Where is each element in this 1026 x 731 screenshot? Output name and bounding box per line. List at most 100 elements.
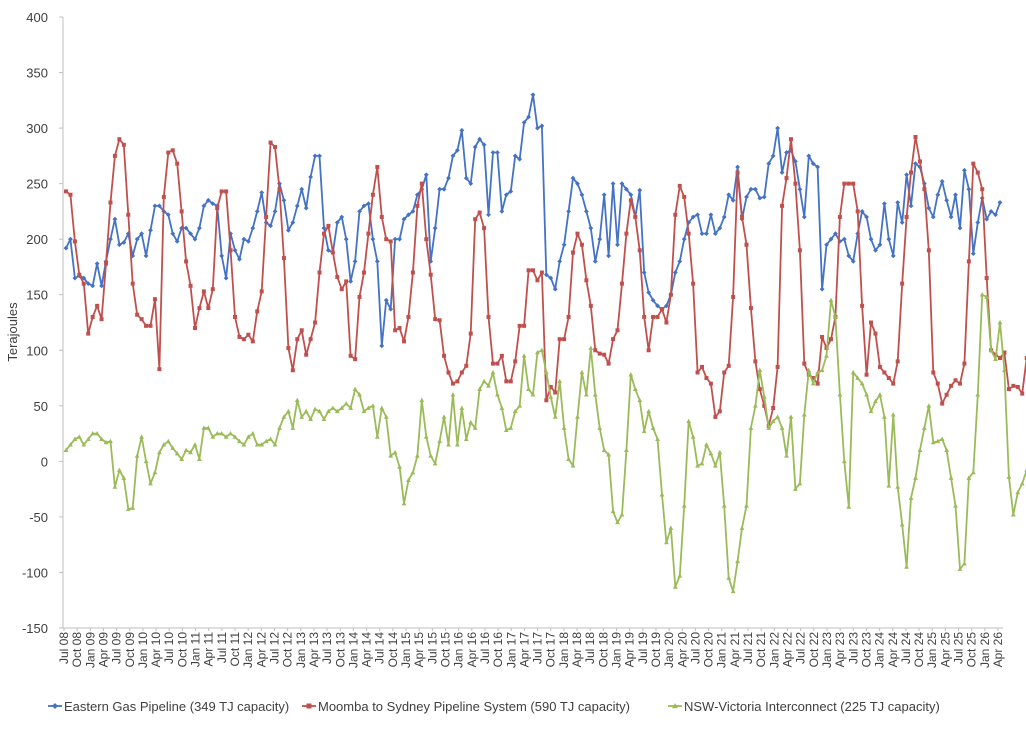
data-point xyxy=(949,383,954,388)
legend-marker xyxy=(672,703,678,709)
data-point xyxy=(299,328,304,333)
data-point xyxy=(735,558,740,564)
data-point xyxy=(308,174,314,180)
data-point xyxy=(619,512,625,517)
data-point xyxy=(775,414,781,419)
y-tick-label: 350 xyxy=(26,66,48,81)
data-point xyxy=(375,164,380,169)
x-tick-label: Jul 17 xyxy=(531,632,545,664)
data-point xyxy=(801,412,807,417)
data-point xyxy=(428,453,434,458)
data-point xyxy=(895,200,901,205)
data-point xyxy=(717,449,723,455)
x-tick-label: Jul 24 xyxy=(899,632,913,664)
data-point xyxy=(628,192,634,198)
x-tick-label: Jul 16 xyxy=(478,632,492,664)
data-point xyxy=(637,187,643,193)
x-tick-label: Jan 20 xyxy=(662,632,676,668)
y-tick-label: 400 xyxy=(26,10,48,25)
data-point xyxy=(81,442,87,447)
data-point xyxy=(219,430,225,436)
data-point xyxy=(806,367,812,373)
data-point xyxy=(210,201,216,207)
x-tick-label: Jan 21 xyxy=(715,632,729,668)
data-point xyxy=(980,187,985,192)
x-tick-label: Jan 14 xyxy=(346,632,360,668)
data-point xyxy=(535,125,540,131)
data-point xyxy=(152,469,158,475)
data-point xyxy=(735,164,740,170)
data-point xyxy=(423,434,429,439)
data-point xyxy=(539,270,544,275)
data-point xyxy=(806,153,812,159)
y-tick-label: -100 xyxy=(22,565,48,580)
data-point xyxy=(744,503,749,508)
data-point xyxy=(864,214,869,220)
data-point xyxy=(348,405,354,410)
x-tick-label: Oct 09 xyxy=(123,632,137,668)
data-point xyxy=(201,289,206,294)
data-point xyxy=(882,370,887,375)
data-point xyxy=(632,386,638,391)
data-point xyxy=(121,142,126,147)
data-point xyxy=(125,231,131,237)
x-tick-label: Jul 11 xyxy=(215,632,229,663)
data-point xyxy=(99,283,104,289)
data-point xyxy=(174,239,180,244)
data-point xyxy=(797,248,802,253)
data-point xyxy=(597,425,603,430)
data-point xyxy=(779,170,785,175)
data-point xyxy=(539,123,545,129)
data-point xyxy=(330,405,336,410)
data-point xyxy=(1024,356,1026,361)
data-point xyxy=(828,337,833,342)
data-point xyxy=(406,212,411,218)
data-point xyxy=(112,484,118,489)
data-point xyxy=(450,392,456,397)
x-tick-label: Jan 11 xyxy=(189,632,203,667)
x-tick-label: Apr 15 xyxy=(412,632,426,668)
data-point xyxy=(659,492,665,497)
x-tick-label: Apr 26 xyxy=(991,632,1005,668)
data-point xyxy=(895,359,900,364)
data-point xyxy=(757,387,762,392)
data-point xyxy=(744,194,749,200)
data-point xyxy=(908,203,914,209)
data-point xyxy=(984,216,990,222)
data-point xyxy=(828,297,834,303)
x-tick-label: Oct 14 xyxy=(386,632,400,668)
data-point xyxy=(517,156,523,162)
data-point xyxy=(152,203,158,209)
data-point xyxy=(708,381,713,386)
data-point xyxy=(708,450,714,456)
data-point xyxy=(931,370,936,375)
data-point xyxy=(753,359,758,364)
data-point xyxy=(824,353,829,358)
data-point xyxy=(842,181,847,186)
legend-marker xyxy=(306,703,312,709)
data-point xyxy=(802,361,807,366)
data-point xyxy=(606,452,612,457)
x-tick-label: Apr 20 xyxy=(675,632,689,668)
x-tick-label: Oct 23 xyxy=(859,632,873,668)
data-point xyxy=(152,297,157,302)
data-point xyxy=(165,212,171,218)
data-point xyxy=(495,150,500,155)
x-tick-label: Oct 19 xyxy=(649,632,663,668)
data-point xyxy=(588,345,594,350)
x-tick-label: Jan 25 xyxy=(925,632,939,668)
data-point xyxy=(179,456,185,461)
data-point xyxy=(521,353,527,358)
data-point xyxy=(463,175,469,181)
data-point xyxy=(610,181,616,187)
data-point xyxy=(170,445,176,450)
data-point xyxy=(970,251,976,257)
data-point xyxy=(215,206,220,211)
x-tick-label: Oct 20 xyxy=(702,632,716,668)
y-tick-label: -150 xyxy=(22,621,48,636)
data-point xyxy=(1006,387,1011,392)
data-point xyxy=(90,430,96,436)
data-point xyxy=(859,209,865,214)
data-point xyxy=(121,240,127,245)
data-point xyxy=(926,403,932,408)
